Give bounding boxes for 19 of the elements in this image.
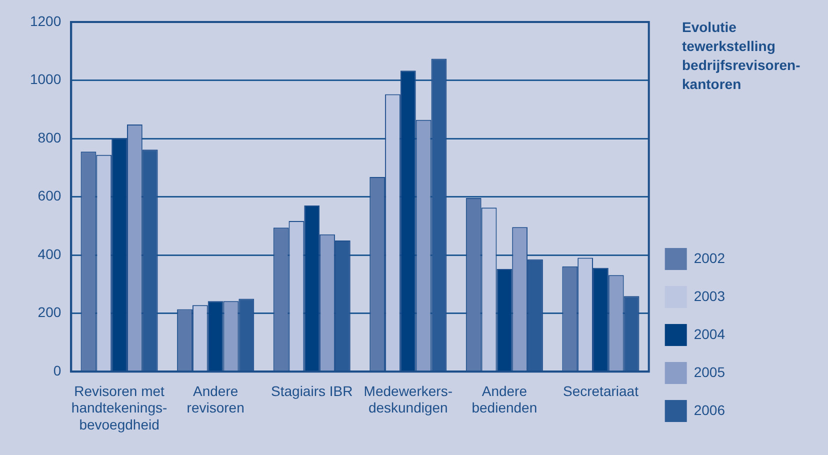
y-tick-label: 600	[38, 188, 62, 204]
x-tick-label: Revisoren met handtekenings-bevoegdheid	[71, 382, 168, 432]
y-tick-label: 400	[38, 246, 62, 262]
x-tick-label: Secretariaat	[562, 382, 639, 399]
x-tick-label: Andere revisoren	[186, 382, 244, 416]
y-tick-label: 1200	[30, 12, 62, 29]
legend-label: 2003	[694, 288, 726, 304]
legend-label: 2004	[694, 326, 726, 342]
x-tick-label: Andere bedienden	[472, 382, 538, 416]
y-tick-label: 0	[53, 362, 62, 378]
legend-label: 2005	[694, 364, 726, 380]
y-tick-label: 1000	[30, 71, 62, 88]
x-tick-label: Stagiairs IBR	[271, 382, 353, 399]
y-tick-label: 800	[38, 129, 62, 146]
y-tick-label: 200	[38, 304, 62, 320]
legend-label: 2002	[694, 250, 726, 266]
legend-label: 2006	[694, 402, 726, 418]
text: Evolutie tewerkstelling bedrijfsrevisoren-kantoren	[682, 18, 802, 94]
x-tick-label: Medewerkers-deskundigen	[364, 382, 453, 416]
